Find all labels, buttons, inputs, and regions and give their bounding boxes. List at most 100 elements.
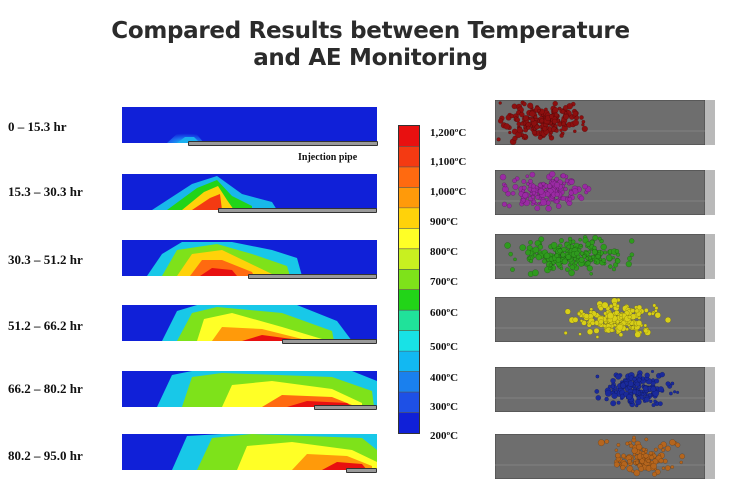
ae-event-point bbox=[529, 259, 534, 264]
ae-event-point bbox=[629, 252, 635, 258]
row-label-1: 0 – 15.3 hr bbox=[8, 119, 67, 134]
ae-event-point bbox=[512, 135, 518, 142]
ae-panel-background bbox=[494, 169, 706, 216]
ae-event-point bbox=[560, 109, 566, 115]
ae-event-point bbox=[522, 101, 527, 107]
ae-event-point bbox=[644, 437, 649, 442]
ae-event-point bbox=[577, 311, 582, 316]
ae-event-point bbox=[543, 252, 551, 259]
ae-event-point bbox=[553, 182, 561, 189]
temperature-map-2 bbox=[122, 174, 377, 213]
ae-event-point bbox=[626, 393, 633, 400]
ae-panel-1 bbox=[487, 99, 715, 146]
ae-event-point bbox=[564, 178, 570, 184]
ae-event-point bbox=[558, 238, 564, 244]
ae-event-point bbox=[550, 178, 555, 183]
scale-label-800: 800ºC bbox=[430, 246, 459, 258]
ae-event-point bbox=[641, 392, 645, 396]
ae-event-point bbox=[561, 121, 566, 127]
ae-event-point bbox=[619, 382, 626, 389]
ae-event-point bbox=[588, 310, 593, 314]
ae-event-point bbox=[594, 388, 600, 394]
ae-event-point bbox=[613, 461, 620, 468]
ae-event-point bbox=[642, 385, 649, 392]
ae-event-point bbox=[654, 306, 659, 311]
ae-event-point bbox=[510, 267, 515, 272]
ae-event-point bbox=[522, 192, 529, 199]
ae-event-point bbox=[604, 439, 610, 444]
ae-event-point bbox=[636, 320, 643, 327]
ae-event-point bbox=[554, 128, 559, 133]
ae-event-point bbox=[537, 244, 544, 250]
ae-event-point bbox=[630, 325, 635, 330]
ae-event-point bbox=[520, 121, 525, 126]
scale-label-600: 600ºC bbox=[430, 307, 459, 319]
ae-event-point bbox=[565, 254, 572, 260]
row-label-2: 15.3 – 30.3 hr bbox=[8, 184, 83, 199]
ae-event-point bbox=[522, 114, 529, 121]
ae-event-point bbox=[545, 205, 552, 212]
ae-event-point bbox=[658, 458, 664, 464]
ae-event-point bbox=[560, 252, 566, 258]
ae-event-point bbox=[632, 389, 638, 395]
scale-label-200: 200ºC bbox=[430, 430, 459, 442]
ae-event-point bbox=[647, 311, 652, 316]
title-line-1: Compared Results between Temperature bbox=[111, 18, 630, 44]
ae-event-point bbox=[651, 378, 655, 382]
ae-event-point bbox=[578, 237, 582, 242]
ae-event-point bbox=[546, 183, 553, 189]
row-label-5: 66.2 – 80.2 hr bbox=[8, 381, 83, 396]
ae-event-point bbox=[576, 254, 581, 259]
ae-event-point bbox=[595, 374, 600, 379]
ae-event-point bbox=[519, 244, 527, 251]
ae-event-point bbox=[600, 243, 607, 251]
ae-event-point bbox=[585, 241, 591, 247]
ae-event-point bbox=[581, 125, 588, 133]
temperature-map-5 bbox=[122, 371, 377, 410]
ae-event-point bbox=[525, 249, 531, 256]
color-scale-band bbox=[399, 371, 419, 393]
ae-event-point bbox=[568, 269, 575, 277]
row-label-4: 51.2 – 66.2 hr bbox=[8, 318, 83, 333]
ae-event-point bbox=[526, 125, 531, 130]
ae-event-point bbox=[616, 442, 621, 447]
ae-event-point bbox=[614, 258, 621, 264]
ae-event-point bbox=[509, 113, 515, 119]
ae-event-point bbox=[614, 448, 619, 452]
ae-event-point bbox=[675, 442, 681, 448]
ae-event-point bbox=[588, 256, 592, 260]
ae-event-point bbox=[539, 118, 545, 124]
ae-event-point bbox=[614, 249, 620, 254]
ae-event-point bbox=[516, 127, 523, 134]
ae-event-point bbox=[559, 133, 564, 138]
ae-event-point bbox=[537, 108, 541, 113]
ae-event-point bbox=[527, 256, 532, 260]
ae-event-point bbox=[615, 319, 620, 324]
ae-event-point bbox=[567, 236, 573, 242]
ae-event-point bbox=[643, 328, 649, 334]
ae-event-point bbox=[544, 191, 551, 197]
ae-event-point bbox=[665, 381, 671, 387]
ae-event-point bbox=[625, 441, 630, 446]
ae-event-point bbox=[636, 304, 643, 311]
ae-event-point bbox=[531, 130, 537, 136]
injection-pipe bbox=[188, 141, 378, 146]
ae-event-point bbox=[608, 264, 613, 269]
ae-event-point bbox=[528, 179, 533, 184]
ae-event-point bbox=[559, 266, 564, 271]
ae-event-point bbox=[648, 451, 653, 456]
ae-event-point bbox=[563, 331, 568, 335]
ae-event-point bbox=[564, 308, 571, 315]
ae-event-point bbox=[651, 471, 657, 477]
ae-event-point bbox=[549, 170, 556, 178]
ae-event-point bbox=[664, 465, 671, 471]
ae-event-point bbox=[565, 267, 570, 272]
temperature-map-3 bbox=[122, 240, 377, 279]
ae-event-point bbox=[503, 123, 511, 130]
ae-event-point bbox=[557, 248, 563, 254]
ae-event-point bbox=[496, 137, 501, 142]
ae-event-point bbox=[649, 399, 653, 404]
ae-event-point bbox=[552, 118, 558, 125]
ae-event-point bbox=[621, 453, 627, 459]
ae-event-point bbox=[643, 308, 649, 313]
